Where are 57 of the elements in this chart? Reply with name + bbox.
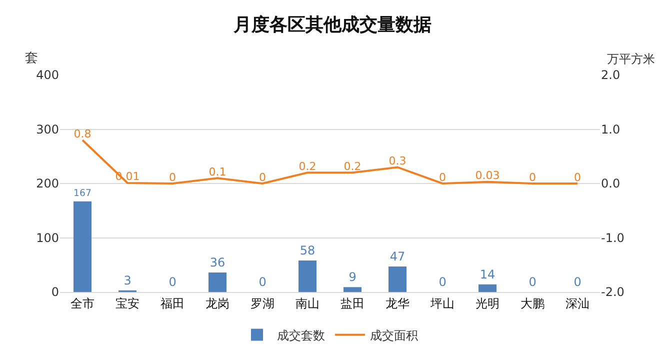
y2-tick-label: -2.0 bbox=[601, 285, 624, 300]
data-label: 0 bbox=[574, 275, 582, 289]
data-label: 3 bbox=[124, 273, 132, 288]
data-label: 0 bbox=[529, 170, 536, 184]
data-label: 47 bbox=[390, 250, 406, 264]
bar bbox=[478, 284, 496, 292]
y2-tick-label: -1.0 bbox=[601, 230, 624, 245]
data-label: 36 bbox=[210, 255, 226, 270]
data-label: 14 bbox=[480, 267, 496, 282]
x-tick-label: 罗湖 bbox=[250, 296, 274, 310]
data-label: 0 bbox=[439, 170, 446, 184]
data-label: 0 bbox=[438, 275, 446, 289]
x-tick-label: 南山 bbox=[296, 296, 320, 310]
data-label: 0 bbox=[528, 275, 536, 289]
data-label: 0 bbox=[259, 170, 266, 184]
legend-label: 成交面积 bbox=[370, 328, 418, 342]
x-tick-label: 盐田 bbox=[340, 296, 364, 310]
chart-title: 月度各区其他成交量数据 bbox=[232, 14, 432, 36]
bar bbox=[74, 201, 92, 292]
y-tick-label: 100 bbox=[36, 230, 59, 245]
data-label: 0.03 bbox=[475, 169, 500, 182]
y2-tick-label: 2.0 bbox=[601, 68, 620, 82]
x-tick-label: 深汕 bbox=[566, 296, 590, 310]
data-label: 0.3 bbox=[388, 154, 406, 168]
y-tick-label: 400 bbox=[36, 68, 59, 82]
bar bbox=[344, 287, 362, 292]
y-tick-label: 0 bbox=[51, 285, 59, 300]
x-tick-label: 坪山 bbox=[430, 296, 454, 310]
bar bbox=[298, 260, 316, 292]
x-tick-label: 大鹏 bbox=[520, 296, 544, 310]
data-label: 0.1 bbox=[208, 165, 226, 178]
y-axis-title: 套 bbox=[25, 51, 38, 66]
data-label: 9 bbox=[348, 270, 356, 284]
legend-label: 成交套数 bbox=[277, 328, 325, 342]
data-label: 0 bbox=[574, 170, 581, 184]
y-tick-label: 300 bbox=[36, 122, 59, 136]
x-tick-label: 龙岗 bbox=[206, 296, 230, 310]
data-label: 167 bbox=[74, 188, 92, 200]
data-label: 0.8 bbox=[74, 127, 92, 140]
y2-tick-label: 0.0 bbox=[601, 176, 620, 191]
data-label: 0.2 bbox=[344, 160, 362, 173]
y2-tick-label: 1.0 bbox=[601, 122, 620, 136]
x-tick-label: 光明 bbox=[476, 296, 500, 310]
bar bbox=[208, 272, 226, 292]
y2-axis-title: 万平方米 bbox=[607, 52, 655, 66]
x-tick-label: 全市 bbox=[70, 296, 94, 310]
data-label: 0 bbox=[258, 275, 266, 289]
x-tick-label: 宝安 bbox=[116, 296, 140, 310]
data-label: 0 bbox=[169, 170, 176, 184]
x-tick-label: 龙华 bbox=[386, 296, 410, 310]
bar bbox=[388, 266, 406, 292]
x-tick-label: 福田 bbox=[160, 296, 184, 310]
y-tick-label: 200 bbox=[36, 176, 59, 191]
data-label: 58 bbox=[300, 244, 316, 258]
data-label: 0.2 bbox=[298, 160, 316, 173]
line-series bbox=[82, 139, 578, 184]
data-label: 0 bbox=[168, 275, 176, 289]
